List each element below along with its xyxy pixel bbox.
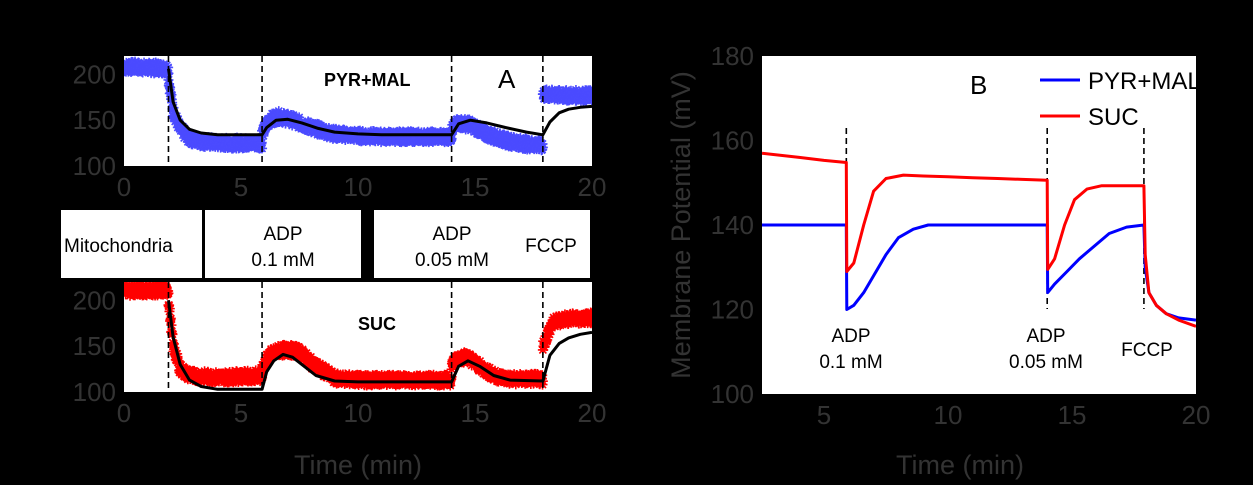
- y-tick-label: 150: [73, 331, 116, 361]
- panel-label-b: B: [970, 70, 987, 100]
- panel-a-bottom: SUC 0 5 10 15 20 100 150 200 Time (min): [73, 282, 607, 480]
- x-tick-label: 15: [461, 398, 490, 428]
- x-axis-label: Time (min): [294, 450, 422, 480]
- y-tick-label: 120: [711, 295, 754, 325]
- data-point-marker: [521, 134, 532, 145]
- event-box-label: ADP: [263, 224, 302, 245]
- data-point-marker: [256, 137, 267, 148]
- y-tick-label: 200: [73, 59, 116, 89]
- panel-a-bottom-annotation: SUC: [358, 314, 396, 334]
- data-point-marker: [213, 376, 224, 387]
- x-tick-label: 15: [461, 172, 490, 202]
- data-point-marker: [258, 130, 269, 141]
- y-tick-label: 160: [711, 126, 754, 156]
- panel-b: 5 10 15 20 100 120 140 160 180 B PYR+MAL SUC ADP…: [666, 41, 1210, 480]
- x-tick-label: 20: [1182, 400, 1211, 430]
- y-tick-label: 140: [711, 210, 754, 240]
- data-point-marker: [585, 85, 592, 96]
- event-label: 0.05 mM: [1009, 352, 1083, 373]
- event-box-adp-2: [374, 210, 530, 278]
- series-line-suc: [762, 151, 1196, 328]
- x-tick-label: 20: [578, 398, 607, 428]
- x-tick-label: 5: [234, 172, 248, 202]
- data-point-marker: [446, 364, 457, 375]
- model-fit-line: [167, 300, 592, 391]
- x-tick-label: 15: [1058, 400, 1087, 430]
- data-point-marker: [168, 102, 179, 113]
- model-fit-line: [167, 68, 592, 137]
- event-label: ADP: [831, 326, 870, 347]
- event-box-mitochondria: [61, 210, 202, 278]
- panel-a-top: PYR+MAL A 0 5 10 15 20 100 150 200: [73, 56, 607, 202]
- y-axis-label: Membrane Potential (mV): [666, 71, 696, 379]
- data-point-marker: [171, 111, 182, 122]
- x-axis-label: Time (min): [896, 450, 1024, 480]
- x-tick-label: 0: [117, 398, 131, 428]
- legend: PYR+MAL SUC: [1040, 68, 1201, 131]
- event-box-fccp: [512, 210, 590, 278]
- data-point-marker: [273, 106, 284, 117]
- y-tick-label: 100: [73, 377, 116, 407]
- x-tick-label: 5: [817, 400, 831, 430]
- data-point-marker: [301, 348, 312, 359]
- event-label: 0.1 mM: [819, 352, 882, 373]
- y-tick-label: 180: [711, 41, 754, 71]
- data-point-marker: [441, 369, 452, 380]
- data-point-marker: [484, 362, 495, 373]
- x-tick-label: 0: [117, 172, 131, 202]
- y-tick-label: 200: [73, 285, 116, 315]
- x-tick-label: 20: [578, 172, 607, 202]
- y-tick-label: 150: [73, 105, 116, 135]
- event-box-label: ADP: [432, 224, 471, 245]
- legend-label: PYR+MAL: [1088, 68, 1201, 95]
- data-point-marker: [489, 126, 500, 137]
- event-label: ADP: [1026, 326, 1065, 347]
- x-tick-label: 10: [344, 172, 373, 202]
- event-box-label: Mitochondria: [64, 236, 173, 257]
- data-point-marker: [586, 95, 592, 106]
- event-box-label: 0.05 mM: [415, 250, 489, 271]
- x-tick-label: 5: [234, 398, 248, 428]
- data-point-marker: [240, 133, 251, 144]
- x-tick-label: 10: [344, 398, 373, 428]
- panel-label-a: A: [498, 64, 516, 94]
- event-box-strip: Mitochondria ADP 0.1 mM ADP 0.05 mM FCCP: [61, 210, 590, 278]
- data-point-marker: [294, 112, 305, 123]
- y-tick-label: 100: [73, 151, 116, 181]
- event-box-adp-1: [205, 210, 361, 278]
- legend-label: SUC: [1088, 104, 1139, 131]
- y-tick-label: 100: [711, 379, 754, 409]
- data-point-marker: [587, 88, 592, 99]
- event-box-label: 0.1 mM: [251, 250, 314, 271]
- event-box-label: FCCP: [525, 236, 577, 257]
- data-point-marker: [587, 311, 592, 322]
- data-point-marker: [161, 282, 172, 293]
- panel-a-top-annotation: PYR+MAL: [324, 70, 411, 90]
- x-tick-label: 10: [934, 400, 963, 430]
- event-label: FCCP: [1121, 340, 1173, 361]
